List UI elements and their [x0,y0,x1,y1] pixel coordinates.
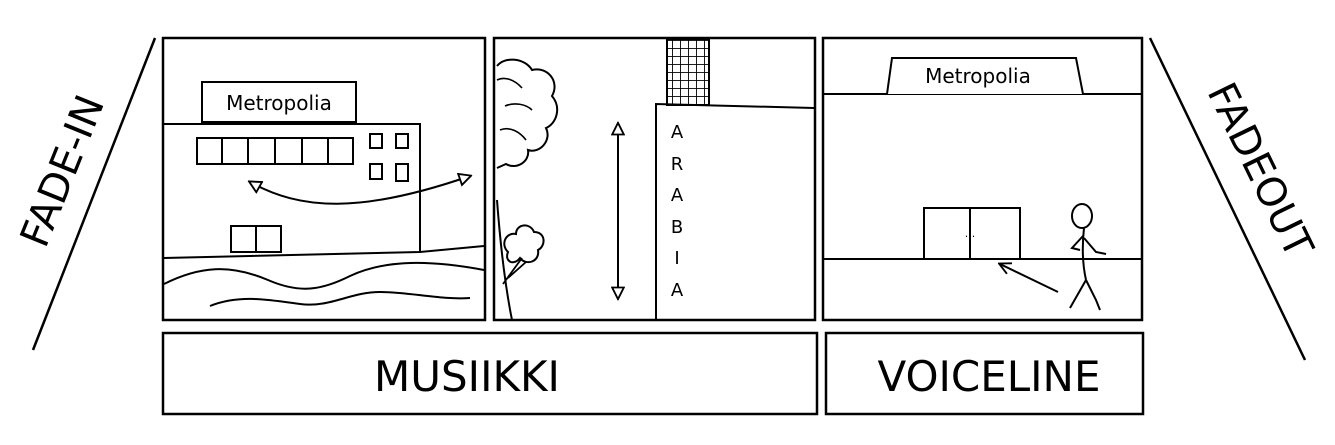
metropolia-sign [201,81,357,123]
arabia-letter: B [671,217,683,238]
water-wave-1 [163,261,485,290]
voiceline-bar: VOICELINE [824,331,1145,416]
panel-3-sign-text: Metropolia [925,64,1031,88]
panel-1-sign-text: Metropolia [226,91,332,115]
music-bar: MUSIIKKI [161,331,819,416]
entrance-doors [923,207,1021,260]
music-label: MUSIIKKI [374,352,560,401]
tree-canopy [496,58,559,169]
water-wave-2 [209,290,471,307]
storyboard-panel-2: A R A B I A [492,36,817,322]
person-figure [1069,203,1107,311]
metropolia-sign [886,57,1084,95]
window-strip [196,137,354,165]
arabia-letter: A [671,122,684,143]
building-door [230,225,282,253]
bush [503,224,545,264]
fade-out-label: FADEOUT [1198,76,1322,266]
fade-in-label: FADE-IN [12,89,114,254]
arabia-letter: A [671,280,684,301]
storyboard-panel-1: Metropolia [161,36,487,322]
walk-arrow [1000,264,1059,293]
tree-trunk [496,199,513,321]
chimney-tower [666,38,710,106]
arabia-letter: R [671,154,684,175]
fade-in-line [31,37,157,351]
small-windows [369,133,409,182]
arabia-letter: I [674,248,679,269]
fade-out-line [1148,37,1307,361]
pan-arrow [250,176,470,205]
voiceline-label: VOICELINE [877,352,1100,401]
arabia-building [655,102,815,320]
arabia-letter: A [671,185,684,206]
storyboard-panel-3: Metropolia . . [821,36,1144,322]
door-handles: . . [965,227,976,240]
